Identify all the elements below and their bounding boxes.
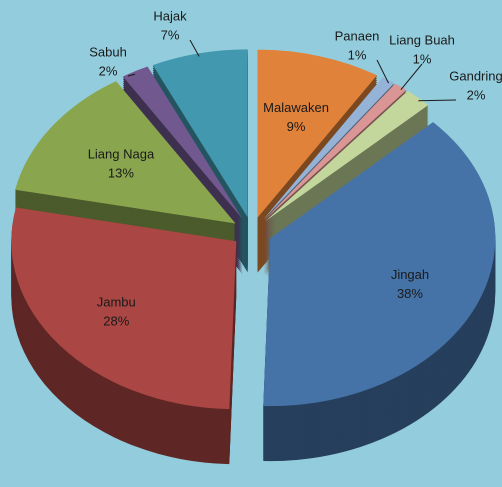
slice	[263, 122, 496, 407]
labels: Malawaken 9% Panaen 1% Liang Buah 1% Gandring 2…	[88, 8, 502, 328]
leader-line	[376, 59, 389, 84]
leader-line	[189, 39, 200, 57]
value-label: 38%	[397, 286, 423, 301]
category-label: Liang Naga	[88, 147, 155, 162]
category-label: Jambu	[97, 295, 136, 310]
category-label: Liang Buah	[389, 32, 455, 47]
slice	[152, 49, 248, 218]
category-label: Gandring	[449, 68, 502, 83]
category-label: Hajak	[153, 8, 187, 23]
value-label: 2%	[467, 87, 486, 102]
value-label: 28%	[103, 314, 129, 329]
value-label: 9%	[287, 119, 306, 134]
leader-line	[418, 99, 457, 102]
slice	[15, 81, 236, 224]
category-label: Malawaken	[263, 100, 329, 115]
slice	[11, 207, 237, 410]
slice	[265, 90, 429, 222]
value-label: 7%	[161, 27, 180, 42]
slices	[11, 49, 496, 465]
slice	[263, 77, 395, 220]
value-label: 1%	[348, 47, 367, 62]
slice	[257, 49, 378, 218]
value-label: 2%	[99, 63, 118, 78]
value-label: 13%	[108, 166, 134, 181]
category-label: Sabuh	[89, 44, 127, 59]
category-label: Panaen	[335, 28, 380, 43]
category-label: Jingah	[391, 267, 429, 282]
slice	[122, 66, 243, 219]
leader-line	[127, 73, 136, 77]
leader-line	[400, 63, 423, 91]
slice	[264, 83, 407, 221]
value-label: 1%	[413, 51, 432, 66]
